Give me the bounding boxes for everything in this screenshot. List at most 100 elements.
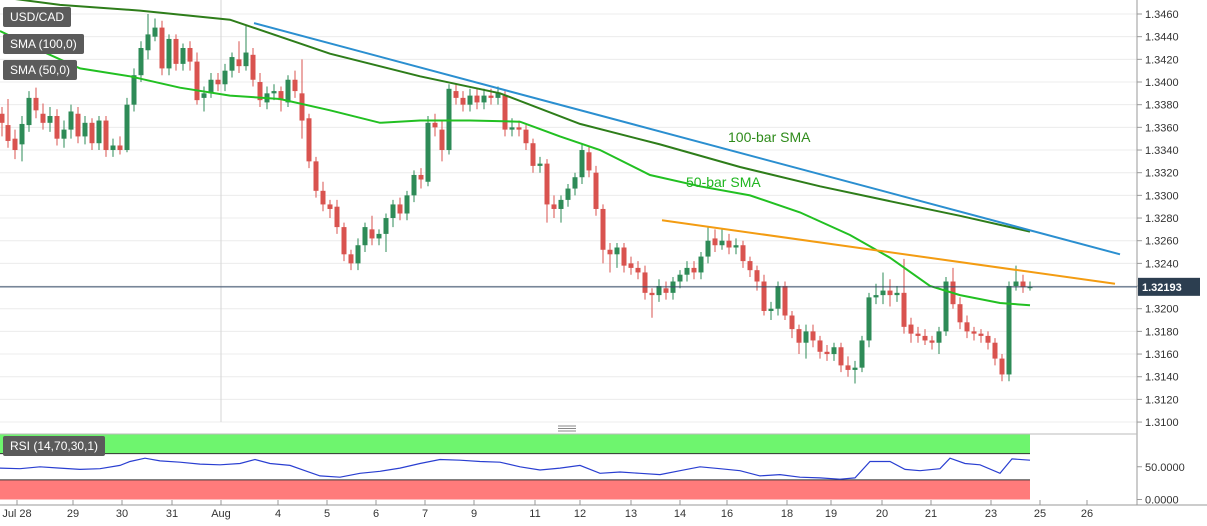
x-tick-label: 14 [674, 508, 686, 520]
candle-down [992, 338, 998, 366]
candle-down [796, 324, 802, 355]
rsi-tick-label: 50.0000 [1145, 462, 1185, 474]
y-tick-label: 1.3140 [1145, 372, 1179, 384]
x-tick-label: 21 [925, 508, 937, 520]
candle-up [866, 292, 872, 348]
rsi-line [0, 457, 1031, 480]
candle-up [96, 116, 102, 151]
candle-down [474, 88, 480, 110]
candle-down [691, 261, 697, 280]
x-tick-label: 29 [67, 508, 79, 520]
candle-down [922, 329, 928, 345]
x-tick-label: 4 [275, 508, 281, 520]
candle-up [768, 301, 774, 321]
candle-up [684, 261, 690, 282]
legend-symbol[interactable]: USD/CAD [3, 7, 72, 27]
sma100-annotation: 100-bar SMA [728, 129, 811, 145]
candle-up [383, 213, 389, 253]
candle-down [530, 138, 536, 173]
sma50-line [0, 30, 1031, 307]
legend-sma100[interactable]: SMA (100,0) [3, 34, 84, 54]
candle-down [341, 222, 347, 262]
y-tick-label: 1.3200 [1145, 304, 1179, 316]
candle-down [117, 136, 123, 155]
candle-down [54, 109, 60, 146]
legend-rsi[interactable]: RSI (14,70,30,1) [3, 436, 106, 456]
candle-up [425, 116, 431, 187]
resistance-trendline-blue [253, 22, 1121, 256]
candle-up [166, 34, 172, 76]
x-tick-label: 18 [781, 508, 793, 520]
legend-sma50[interactable]: SMA (50,0) [3, 60, 78, 80]
candle-up [705, 227, 711, 264]
candle-up [446, 84, 452, 155]
candle-down [516, 120, 522, 137]
last-price-marker: 1.32193 [0, 277, 1200, 296]
candle-down [250, 48, 256, 87]
candle-up [1006, 281, 1012, 382]
candle-down [103, 116, 109, 157]
candle-up [537, 156, 543, 173]
candle-down [642, 265, 648, 300]
y-tick-label: 1.3240 [1145, 258, 1179, 270]
candle-up [222, 63, 228, 92]
candle-down [915, 326, 921, 343]
candle-down [523, 125, 529, 151]
candle-up [733, 238, 739, 255]
candle-down [460, 91, 466, 112]
y-tick-label: 1.3120 [1145, 394, 1179, 406]
candle-down [418, 168, 424, 189]
x-tick-label: 6 [373, 508, 379, 520]
y-tick-label: 1.3280 [1145, 213, 1179, 225]
candle-up [803, 324, 809, 359]
candle-up [145, 14, 151, 60]
y-tick-label: 1.3100 [1145, 417, 1179, 429]
candle-up [271, 84, 277, 101]
candle-up [831, 342, 837, 361]
candle-down [432, 113, 438, 137]
candle-up [47, 106, 53, 132]
candle-up [565, 184, 571, 207]
candle-down [439, 120, 445, 162]
candle-down [292, 70, 298, 98]
x-tick-label: 19 [825, 508, 837, 520]
candle-down [628, 256, 634, 275]
candle-down [838, 342, 844, 373]
candle-up [656, 279, 662, 302]
annotations: 100-bar SMA 50-bar SMA [686, 129, 811, 190]
candle-down [320, 181, 326, 212]
candle-up [579, 143, 585, 185]
pane-divider-handle[interactable] [555, 424, 579, 432]
candle-up [677, 270, 683, 289]
candle-down [635, 261, 641, 280]
resistance-trendline-orange [661, 219, 1116, 285]
y-tick-label: 1.3180 [1145, 326, 1179, 338]
candle-up [390, 199, 396, 228]
candle-down [453, 84, 459, 105]
candle-down [999, 354, 1005, 382]
candle-up [880, 272, 886, 305]
y-tick-label: 1.3400 [1145, 77, 1179, 89]
candle-down [236, 41, 242, 73]
candle-up [68, 104, 74, 139]
candle-down [348, 249, 354, 271]
x-tick-label: 13 [625, 508, 637, 520]
candle-up [481, 88, 487, 110]
x-tick-label: 11 [529, 508, 540, 520]
candle-down [964, 315, 970, 339]
candle-down [327, 199, 333, 219]
x-tick-label: 30 [116, 508, 128, 520]
candle-down [187, 41, 193, 71]
candle-up [859, 335, 865, 373]
candle-up [229, 52, 235, 78]
candle-down [957, 297, 963, 330]
candle-down [908, 317, 914, 343]
x-tick-label: Aug [211, 508, 231, 520]
candle-down [985, 331, 991, 350]
candle-down [845, 356, 851, 377]
y-tick-label: 1.3420 [1145, 54, 1179, 66]
x-tick-label: 12 [574, 508, 586, 520]
candle-up [852, 360, 858, 384]
candle-down [12, 129, 18, 160]
